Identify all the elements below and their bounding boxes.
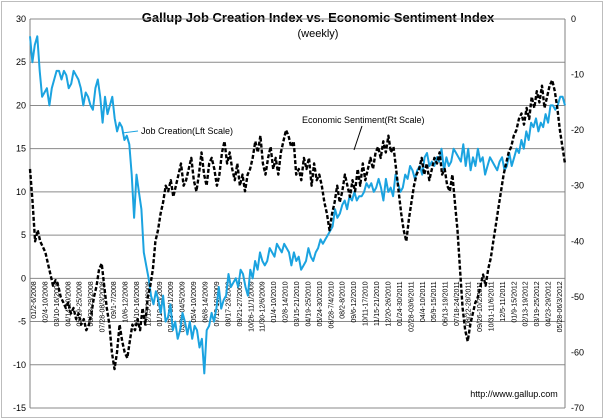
annotations: Job Creation(Lft Scale) Economic Sentime… (121, 115, 425, 151)
right-tick-label: -60 (571, 347, 584, 357)
left-tick-label: 20 (16, 100, 26, 110)
x-tick-label: 04/23-29/2012 (546, 281, 553, 326)
x-tick-label: 05/4-10/2009 (191, 281, 198, 322)
x-tick-label: 05/24-30/2010 (317, 281, 324, 326)
x-tick-label: 12/5-11/2011 (500, 281, 507, 321)
x-tick-label: 09/1-7/2008 (111, 281, 118, 318)
sentiment-annotation: Economic Sentiment(Rt Scale) (302, 115, 425, 125)
x-tick-label: 06/8-14/2009 (203, 281, 210, 322)
x-tick-label: 02/13-19/2012 (523, 281, 530, 326)
x-axis: 01/2-6/2008 02/4-10/2008 03/10-16/2008 04/1… (31, 281, 564, 332)
x-tick-label: 05/9-15/2011 (431, 281, 438, 322)
x-tick-label: 03/10-16/2008 (54, 281, 61, 326)
left-tick-label: -15 (13, 403, 26, 413)
x-tick-label: 11/10-16/2008 (134, 281, 141, 326)
x-tick-label: 03/15-21/2010 (294, 281, 301, 326)
right-tick-label: -70 (571, 403, 584, 413)
job-creation-annotation: Job Creation(Lft Scale) (141, 126, 233, 136)
x-tick-label: 01/2-6/2008 (31, 281, 38, 318)
x-tick-label: 10/26-11/1/2009 (248, 281, 255, 332)
x-tick-label: 02/28-03/6/2011 (408, 281, 415, 332)
left-tick-label: 30 (16, 14, 26, 24)
x-tick-label: 02/8-14/2010 (283, 281, 290, 322)
x-tick-label: 01/19-25/2009 (157, 281, 164, 326)
x-tick-label: 06/23-29/2008 (88, 281, 95, 326)
sentiment-annotation-arrow (353, 125, 363, 151)
left-tick-label: 15 (16, 144, 26, 154)
chart-subtitle: (weekly) (298, 28, 339, 40)
x-tick-label: 10/6-12/2008 (122, 281, 129, 322)
x-tick-label: 01/24-30/2011 (397, 281, 404, 326)
left-axis: -15 -10 -5 0 5 10 15 20 25 30 (13, 14, 31, 413)
x-tick-label: 03/19-25/2012 (534, 281, 541, 326)
x-tick-label: 02/4-10/2008 (42, 281, 49, 322)
x-tick-label: 08/17-23/2009 (225, 281, 232, 326)
x-tick-label: 06/28-7/4/2010 (328, 281, 335, 328)
left-tick-label: -5 (18, 317, 26, 327)
x-tick-label: 12/15-21/2008 (145, 281, 152, 326)
x-tick-label: 12/20-26/2010 (385, 281, 392, 326)
x-tick-label: 11/30-12/6/2009 (260, 281, 267, 332)
right-tick-label: -10 (571, 70, 584, 80)
right-tick-label: -20 (571, 125, 584, 135)
x-tick-label: 08/22-28/2011 (466, 281, 473, 326)
x-tick-label: 04/4-10/2011 (420, 281, 427, 322)
x-tick-label: 09/6-12/2010 (351, 281, 358, 322)
right-tick-label: 0 (571, 14, 576, 24)
x-tick-label: 06/13-19/2011 (443, 281, 450, 326)
job-creation-line (29, 35, 566, 375)
x-tick-label: 10/11-17/2010 (363, 281, 370, 326)
x-tick-label: 01/4-10/2010 (271, 281, 278, 322)
x-tick-label: 07/28-08/3/2008 (100, 281, 107, 332)
job-creation-annotation-arrow (121, 130, 139, 134)
left-tick-label: 25 (16, 57, 26, 67)
left-tick-label: -10 (13, 360, 26, 370)
right-tick-label: -40 (571, 236, 584, 246)
series-lines (28, 35, 567, 375)
chart-title: Gallup Job Creation Index vs. Economic S… (142, 10, 495, 25)
right-axis: -70 -60 -50 -40 -30 -20 -10 0 (564, 14, 584, 413)
x-tick-label: 07/18-24/2011 (454, 281, 461, 326)
right-tick-label: -50 (571, 292, 584, 302)
left-tick-label: 5 (21, 230, 26, 240)
x-tick-label: 01/9-15/2012 (511, 281, 518, 322)
left-tick-label: 10 (16, 187, 26, 197)
x-tick-label: 04/19-25/2010 (305, 281, 312, 326)
x-tick-label: 08/2-8/2010 (340, 281, 347, 318)
x-tick-label: 05/28-06/3/2012 (557, 281, 564, 332)
x-tick-label: 10/31-11/6/2011 (488, 281, 495, 331)
source-credit: http://www.gallup.com (470, 389, 558, 399)
gridlines (30, 18, 565, 409)
x-tick-label: 09/21-27/2009 (237, 281, 244, 326)
economic-sentiment-line (28, 78, 567, 371)
x-tick-label: 02/23-03/1/2009 (168, 281, 175, 332)
x-tick-label: 05/19-25/2008 (77, 281, 84, 326)
x-tick-label: 09/26-10/2/2011 (477, 281, 484, 332)
x-tick-label: 03/30-04/5/2009 (180, 281, 187, 332)
left-tick-label: 0 (21, 273, 26, 283)
x-tick-label: 11/15-21/2010 (374, 281, 381, 326)
right-tick-label: -30 (571, 181, 584, 191)
